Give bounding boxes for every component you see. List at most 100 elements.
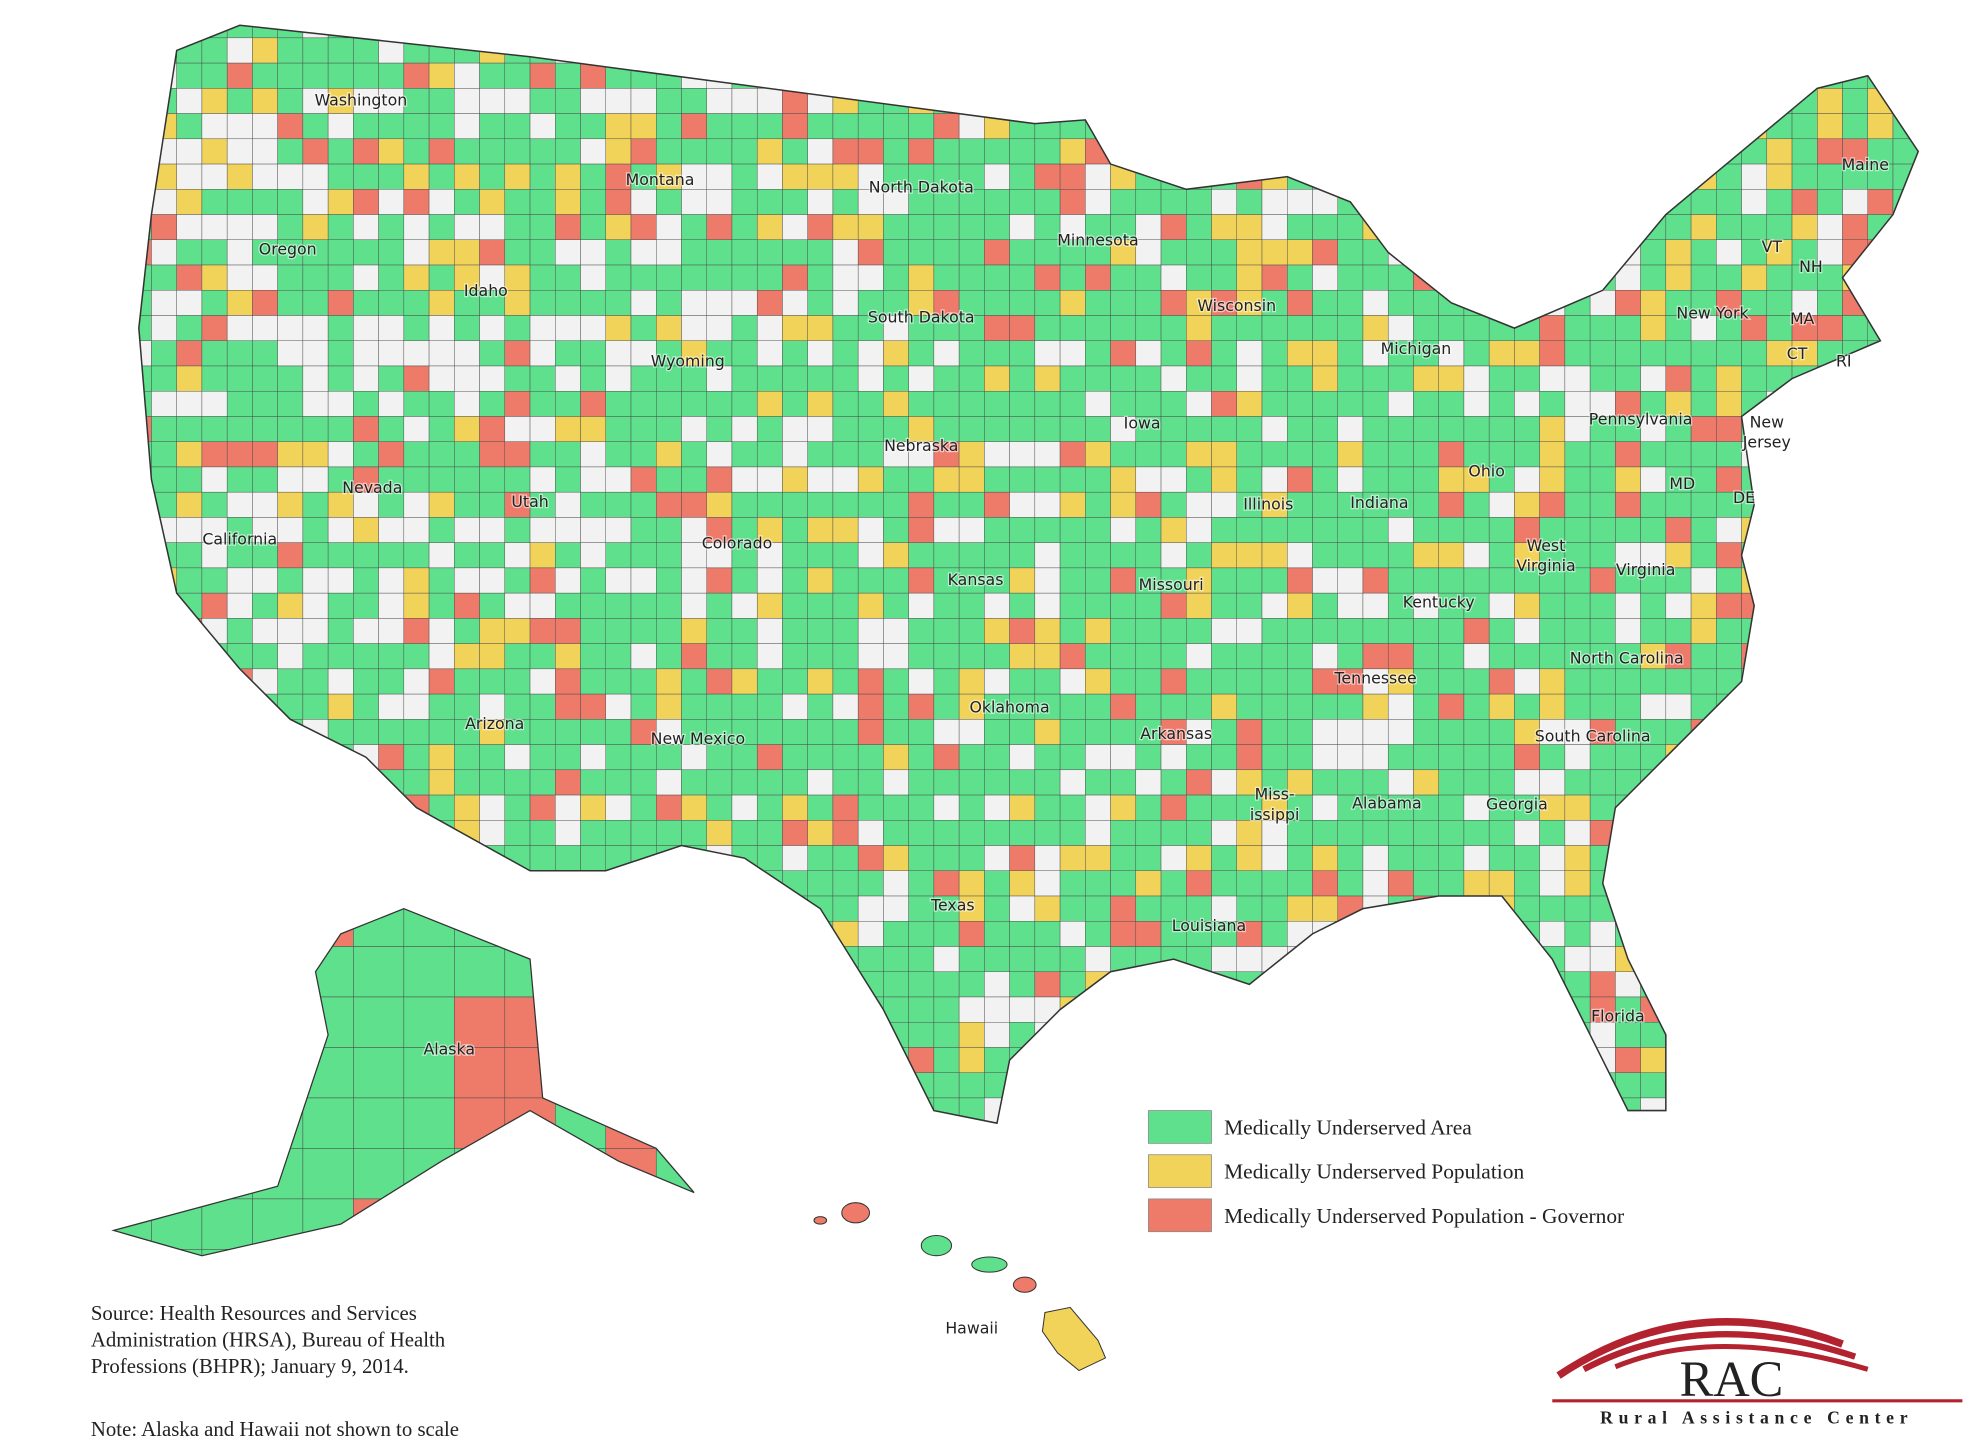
county-cell bbox=[933, 820, 960, 846]
county-cell bbox=[605, 365, 632, 392]
county-cell bbox=[1690, 214, 1717, 241]
county-cell bbox=[1514, 1047, 1540, 1073]
county-cell bbox=[1211, 37, 1237, 64]
county-cell bbox=[1059, 25, 1086, 39]
county-cell bbox=[138, 264, 152, 291]
county-cell bbox=[984, 37, 1010, 64]
county-cell bbox=[807, 845, 834, 872]
county-cell bbox=[138, 214, 152, 241]
county-cell bbox=[756, 592, 783, 619]
county-cell bbox=[580, 946, 606, 972]
county-cell bbox=[1438, 845, 1465, 872]
county-cell bbox=[176, 441, 203, 468]
county-cell bbox=[403, 214, 430, 241]
county-cell bbox=[1362, 264, 1389, 291]
county-cell bbox=[479, 491, 506, 518]
county-cell bbox=[201, 567, 228, 594]
county-cell bbox=[1413, 870, 1439, 897]
county-cell bbox=[1791, 542, 1818, 569]
county-cell bbox=[1615, 794, 1641, 821]
state-label: Ohio bbox=[1468, 461, 1504, 480]
county-cell bbox=[1135, 971, 1162, 998]
county-cell bbox=[1564, 895, 1591, 922]
county-cell bbox=[1413, 769, 1439, 796]
county-cell bbox=[1160, 719, 1187, 745]
county-cell bbox=[1741, 542, 1768, 569]
county-cell bbox=[302, 517, 329, 543]
borough-cell bbox=[403, 1148, 455, 1200]
county-cell bbox=[1312, 719, 1338, 745]
county-cell bbox=[933, 618, 960, 644]
county-cell bbox=[1362, 315, 1389, 341]
county-cell bbox=[984, 365, 1010, 392]
county-cell bbox=[1438, 820, 1465, 846]
county-cell bbox=[1413, 491, 1439, 518]
county-cell bbox=[908, 542, 935, 569]
county-cell bbox=[756, 189, 783, 215]
county-cell bbox=[1085, 921, 1111, 947]
county-cell bbox=[580, 113, 606, 140]
county-cell bbox=[1110, 921, 1137, 947]
county-cell bbox=[1160, 693, 1187, 720]
county-cell bbox=[1463, 517, 1490, 543]
county-cell bbox=[1110, 1072, 1137, 1099]
county-cell bbox=[731, 693, 758, 720]
county-cell bbox=[151, 592, 177, 619]
county-cell bbox=[1615, 517, 1641, 543]
county-cell bbox=[226, 290, 253, 316]
county-cell bbox=[1817, 769, 1843, 796]
county-cell bbox=[1186, 845, 1212, 872]
county-cell bbox=[1690, 466, 1717, 493]
borough-cell bbox=[504, 1097, 556, 1149]
county-cell bbox=[1892, 340, 1919, 367]
county-cell bbox=[1211, 996, 1237, 1023]
county-cell bbox=[756, 88, 783, 114]
county-cell bbox=[1362, 946, 1389, 972]
borough-cell bbox=[302, 1249, 354, 1256]
county-cell bbox=[1110, 643, 1137, 670]
county-cell bbox=[176, 62, 203, 89]
county-cell bbox=[1211, 895, 1237, 922]
county-cell bbox=[1362, 668, 1389, 695]
county-cell bbox=[1387, 88, 1414, 114]
county-cell bbox=[605, 744, 632, 771]
county-cell bbox=[1085, 441, 1111, 468]
county-cell bbox=[1312, 1047, 1338, 1073]
state-label: West bbox=[1527, 536, 1566, 555]
county-cell bbox=[1236, 466, 1263, 493]
county-cell bbox=[1640, 921, 1667, 947]
county-cell bbox=[226, 592, 253, 619]
county-cell bbox=[1463, 25, 1490, 39]
county-cell bbox=[1867, 466, 1894, 493]
county-cell bbox=[1337, 491, 1364, 518]
borough-cell bbox=[555, 1047, 607, 1099]
county-cell bbox=[1287, 820, 1313, 846]
county-cell bbox=[1337, 921, 1364, 947]
county-cell bbox=[226, 1097, 253, 1124]
county-cell bbox=[1589, 517, 1616, 543]
county-cell bbox=[1867, 643, 1894, 670]
county-cell bbox=[1615, 567, 1641, 594]
county-cell bbox=[1463, 62, 1490, 89]
alaska-outline bbox=[111, 907, 695, 1257]
county-cell bbox=[1362, 1072, 1389, 1099]
county-cell bbox=[226, 719, 253, 745]
county-cell bbox=[1867, 189, 1894, 215]
county-cell bbox=[1463, 693, 1490, 720]
county-cell bbox=[1085, 517, 1111, 543]
county-cell bbox=[1539, 315, 1566, 341]
county-cell bbox=[1110, 62, 1137, 89]
county-cell bbox=[1236, 870, 1263, 897]
county-cell bbox=[756, 340, 783, 367]
county-cell bbox=[1413, 441, 1439, 468]
county-cell bbox=[984, 88, 1010, 114]
borough-cell bbox=[113, 996, 152, 1048]
county-cell bbox=[529, 870, 556, 897]
county-cell bbox=[1716, 693, 1742, 720]
county-cell bbox=[1791, 567, 1818, 594]
county-cell bbox=[1514, 618, 1540, 644]
county-cell bbox=[1362, 88, 1389, 114]
county-cell bbox=[1817, 290, 1843, 316]
county-cell bbox=[782, 971, 808, 998]
